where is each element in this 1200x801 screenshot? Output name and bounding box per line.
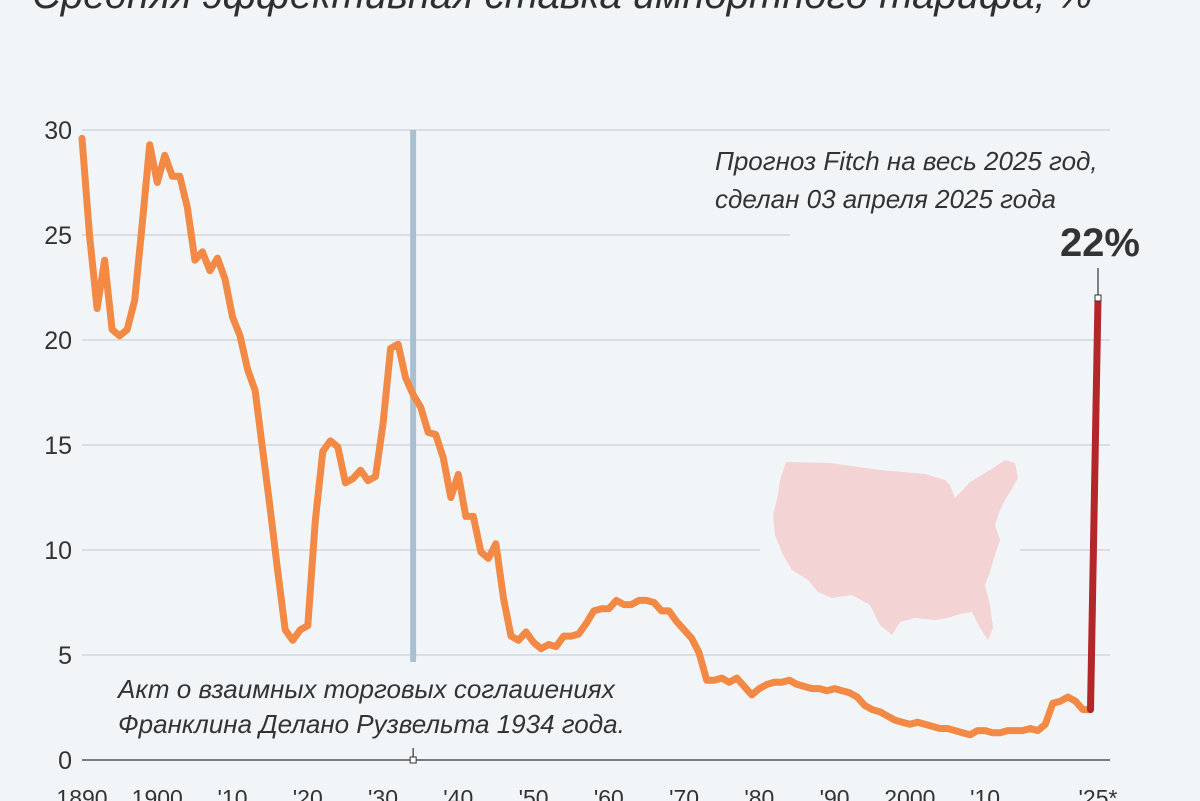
forecast-value-label: 22% xyxy=(1060,221,1140,265)
y-tick-label: 10 xyxy=(44,537,72,565)
x-tick-label: '25* xyxy=(1079,785,1118,801)
x-tick-label: '60 xyxy=(594,785,624,801)
chart-title: Средняя эффективная ставка импортного та… xyxy=(32,0,1092,17)
series-line-tariff xyxy=(78,134,1094,739)
x-tick-label: '30 xyxy=(368,785,398,801)
forecast-point-marker xyxy=(1094,294,1102,302)
fitch-note-line-2: сделан 03 апреля 2025 года xyxy=(715,184,1056,214)
act-note-line-1: Акт о взаимных торговых соглашениях xyxy=(116,674,616,704)
x-tick-label: '80 xyxy=(744,785,774,801)
series-line-forecast xyxy=(1087,294,1102,714)
annotations: Прогноз Fitch на весь 2025 год, сделан 0… xyxy=(116,146,1140,739)
y-tick-label: 25 xyxy=(44,222,72,250)
y-tick-label: 5 xyxy=(58,642,72,670)
x-tick-label: 2000 xyxy=(884,785,935,801)
series-layer xyxy=(78,134,1102,739)
x-tick-label: '10 xyxy=(970,785,1000,801)
y-tick-label: 20 xyxy=(44,327,72,355)
x-tick-label: '90 xyxy=(820,785,850,801)
trade-act-marker xyxy=(409,130,417,764)
y-tick-label: 30 xyxy=(44,117,72,145)
x-tick-label: '50 xyxy=(519,785,549,801)
trade-act-anchor xyxy=(409,756,417,764)
x-tick-label: '10 xyxy=(218,785,248,801)
act-note-line-2: Франклина Делано Рузвельта 1934 года. xyxy=(118,709,625,739)
x-tick-label: '20 xyxy=(293,785,323,801)
usa-map-icon xyxy=(773,460,1018,640)
x-tick-label: 1900 xyxy=(132,785,183,801)
x-axis-ticks: 1890 1900 '10 '20 '30 '40 '50 '60 '70 '80 '90 2000 '… xyxy=(56,785,1117,801)
gridlines xyxy=(82,129,1110,761)
y-tick-label: 15 xyxy=(44,432,72,460)
x-tick-label: 1890 xyxy=(56,785,107,801)
x-tick-label: '70 xyxy=(669,785,699,801)
y-tick-label: 0 xyxy=(58,747,72,775)
x-tick-label: '40 xyxy=(443,785,473,801)
fitch-note-line-1: Прогноз Fitch на весь 2025 год, xyxy=(715,146,1098,176)
y-axis-ticks: 0 5 10 15 20 25 30 xyxy=(44,117,72,775)
